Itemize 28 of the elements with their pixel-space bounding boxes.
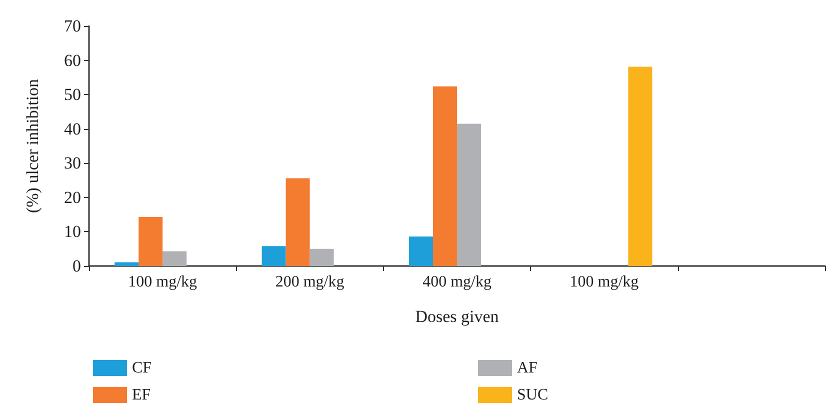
- y-tick-label: 60: [64, 50, 81, 70]
- bar: [628, 66, 652, 266]
- y-tick-label: 70: [64, 16, 81, 36]
- x-tick-label: 200 mg/kg: [275, 274, 344, 290]
- bar: [114, 262, 139, 266]
- bar: [162, 251, 187, 266]
- y-axis-title: (%) ulcer inhibition: [23, 78, 42, 214]
- x-axis-title: Doses given: [415, 307, 500, 326]
- legend-label: AF: [517, 360, 538, 376]
- bar: [138, 216, 163, 266]
- legend-label: SUC: [517, 386, 548, 404]
- y-tick-label: 10: [64, 222, 81, 242]
- legend-label: CF: [132, 360, 152, 376]
- x-tick-label: 400 mg/kg: [422, 274, 492, 290]
- y-tick-label: 20: [64, 188, 81, 207]
- y-tick-label: 0: [72, 256, 81, 276]
- bar: [457, 124, 481, 266]
- y-tick-label: 40: [64, 119, 81, 138]
- legend-label: EF: [132, 386, 151, 404]
- bar: [262, 246, 286, 266]
- y-tick-label: 30: [64, 154, 81, 173]
- x-tick-label: 100 mg/kg: [128, 274, 198, 290]
- y-tick-label: 50: [64, 85, 81, 104]
- bar: [409, 236, 433, 266]
- bar: [286, 178, 310, 266]
- x-tick-label: 100 mg/kg: [570, 274, 639, 290]
- bar: [433, 86, 457, 266]
- bar: [310, 248, 334, 266]
